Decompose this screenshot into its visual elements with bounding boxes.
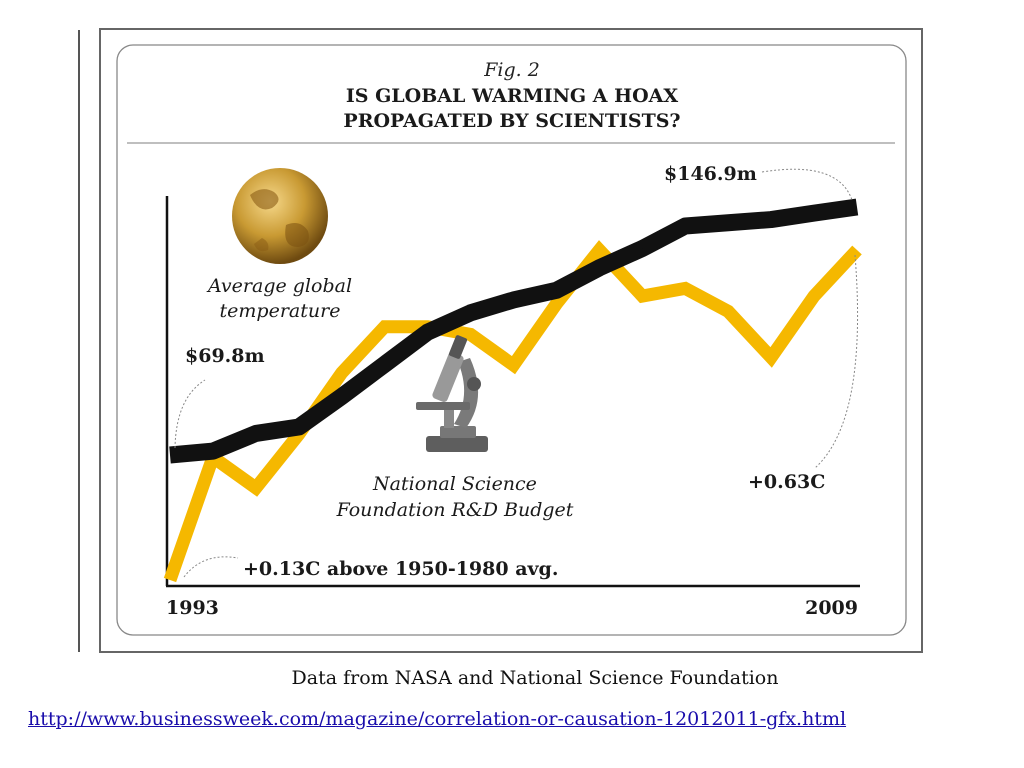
x-tick-label-end: 2009 (805, 597, 858, 619)
source-caption: Data from NASA and National Science Foun… (291, 667, 779, 689)
temp-end-label: +0.63C (748, 471, 825, 493)
temp-start-leader (183, 556, 239, 578)
data-points (169, 206, 858, 581)
source-link[interactable]: http://www.businessweek.com/magazine/cor… (28, 708, 847, 730)
temperature-series-label-2: temperature (220, 300, 341, 322)
temp-end-leader (814, 254, 859, 469)
chart-title-line-2: PROPAGATED BY SCIENTISTS? (343, 110, 680, 132)
budget-start-leader (174, 379, 206, 449)
fig-label: Fig. 2 (483, 59, 540, 81)
chart-title-line-1: IS GLOBAL WARMING A HOAX (346, 85, 679, 107)
microscope-icon (416, 335, 488, 452)
budget-start-label: $69.8m (185, 345, 265, 367)
budget-end-label: $146.9m (664, 163, 757, 185)
budget-end-leader (761, 168, 853, 201)
temperature-series-label-1: Average global (206, 275, 352, 297)
temp-start-label: +0.13C above 1950-1980 avg. (243, 558, 558, 580)
budget-series-label-2: Foundation R&D Budget (336, 499, 574, 521)
budget-series-label-1: National Science (372, 473, 537, 495)
globe-icon (232, 168, 328, 264)
inner-frame (116, 44, 907, 636)
x-tick-label-start: 1993 (166, 597, 219, 619)
